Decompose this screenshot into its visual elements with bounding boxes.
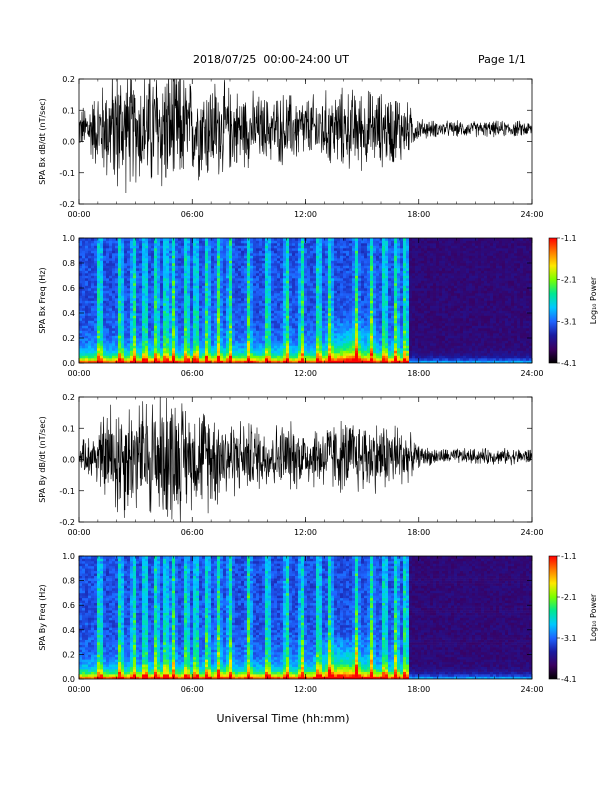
- colorbar-label: Log₁₀ Power: [589, 593, 598, 641]
- colorbar-tick-label: -1.1: [561, 552, 577, 561]
- x-tick-label: 24:00: [520, 685, 543, 694]
- panel-1: 00:00 06:00 12:00 18:00 24:00 -0.2 -0.1 0.0 0.1 0…: [38, 75, 544, 219]
- x-tick-label: 12:00: [294, 369, 317, 378]
- y-tick-label: 0.6: [62, 601, 75, 610]
- colorbar-tick-label: -2.1: [561, 593, 577, 602]
- colorbar-tick-label: -4.1: [561, 675, 577, 684]
- y-tick-label: 1.0: [62, 234, 75, 243]
- colorbar-scale: [548, 237, 558, 364]
- colorbar-tick-label: -2.1: [561, 276, 577, 285]
- panel-4: -1.1 -2.1 -3.1 -4.1 Log₁₀ Power 00:00 06:00 12:…: [38, 552, 598, 694]
- colorbar-tick-label: -3.1: [561, 634, 577, 643]
- x-tick-label: 06:00: [181, 528, 204, 537]
- x-tick-label: 18:00: [407, 210, 430, 219]
- y-axis-label: SPA Bx Freq (Hz): [38, 267, 47, 333]
- x-tick-label: 00:00: [67, 528, 90, 537]
- panel-2: -1.1 -2.1 -3.1 -4.1 Log₁₀ Power 00:00 06:00 12:…: [38, 234, 598, 378]
- y-tick-label: -0.1: [59, 169, 75, 178]
- x-tick-label: 06:00: [181, 369, 204, 378]
- y-tick-label: 0.4: [62, 626, 75, 635]
- spectrogram: [79, 238, 532, 363]
- colorbar: -1.1 -2.1 -3.1 -4.1 Log₁₀ Power: [548, 552, 598, 684]
- colorbar-tick-label: -3.1: [561, 317, 577, 326]
- x-tick-label: 12:00: [294, 685, 317, 694]
- y-tick-label: 0.2: [62, 650, 75, 659]
- page-title: 2018/07/25 00:00-24:00 UT: [193, 53, 350, 66]
- trace-line: [79, 79, 532, 194]
- y-axis-label: SPA By dB/dt (nT/sec): [38, 416, 47, 503]
- x-tick-label: 18:00: [407, 528, 430, 537]
- y-axis-label: SPA By Freq (Hz): [38, 584, 47, 650]
- y-tick-label: 0.8: [62, 577, 75, 586]
- x-tick-label: 18:00: [407, 685, 430, 694]
- y-tick-label: 0.8: [62, 259, 75, 268]
- colorbar: -1.1 -2.1 -3.1 -4.1 Log₁₀ Power: [548, 234, 598, 368]
- x-tick-label: 12:00: [294, 210, 317, 219]
- x-tick-label: 12:00: [294, 528, 317, 537]
- y-tick-label: -0.2: [59, 518, 75, 527]
- trace-line: [79, 397, 532, 522]
- y-tick-label: 0.6: [62, 284, 75, 293]
- colorbar-scale: [548, 555, 558, 680]
- x-tick-label: 00:00: [67, 210, 90, 219]
- y-tick-label: 0.0: [62, 138, 75, 147]
- x-tick-label: 18:00: [407, 369, 430, 378]
- y-tick-label: 0.0: [62, 456, 75, 465]
- y-tick-label: 0.4: [62, 309, 75, 318]
- y-tick-label: 1.0: [62, 552, 75, 561]
- y-tick-label: 0.2: [62, 393, 75, 402]
- y-tick-label: 0.0: [62, 359, 75, 368]
- page-number: Page 1/1: [478, 53, 526, 66]
- y-tick-label: -0.1: [59, 487, 75, 496]
- y-tick-label: 0.1: [62, 424, 75, 433]
- y-tick-label: 0.2: [62, 334, 75, 343]
- x-tick-label: 00:00: [67, 369, 90, 378]
- y-tick-label: 0.2: [62, 75, 75, 84]
- panel-3: 00:00 06:00 12:00 18:00 24:00 -0.2 -0.1 0.0 0.1 0…: [38, 393, 544, 537]
- spectrogram: [79, 556, 532, 679]
- y-tick-label: 0.1: [62, 106, 75, 115]
- y-tick-label: -0.2: [59, 200, 75, 209]
- x-tick-label: 06:00: [181, 210, 204, 219]
- x-tick-label: 24:00: [520, 369, 543, 378]
- colorbar-label: Log₁₀ Power: [589, 276, 598, 324]
- colorbar-tick-label: -1.1: [561, 234, 577, 243]
- x-tick-label: 06:00: [181, 685, 204, 694]
- x-tick-label: 24:00: [520, 528, 543, 537]
- y-tick-label: 0.0: [62, 675, 75, 684]
- x-tick-label: 00:00: [67, 685, 90, 694]
- colorbar-tick-label: -4.1: [561, 359, 577, 368]
- x-tick-label: 24:00: [520, 210, 543, 219]
- x-axis-label: Universal Time (hh:mm): [217, 712, 350, 725]
- y-axis-label: SPA Bx dB/dt (nT/sec): [38, 98, 47, 185]
